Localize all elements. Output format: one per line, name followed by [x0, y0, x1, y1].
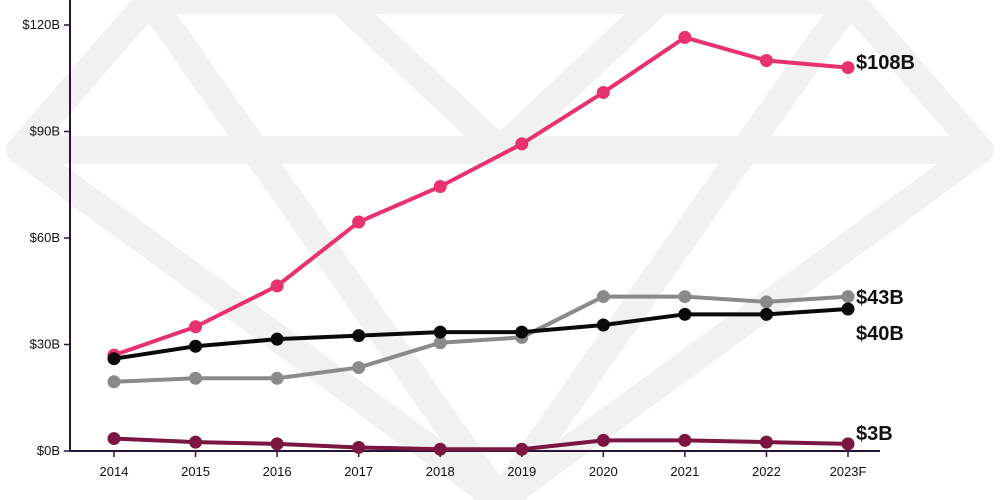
data-point — [515, 137, 529, 151]
x-axis-ticks: 2014 2015 2016 2017 2018 2019 2020 2021 2022 2023… — [100, 451, 867, 479]
series-end-label: $3B — [856, 423, 893, 445]
x-tick-label: 2021 — [670, 464, 699, 479]
x-tick-label: 2017 — [344, 464, 373, 479]
data-point — [841, 61, 855, 75]
data-point — [189, 435, 203, 449]
data-point — [352, 329, 366, 343]
data-point — [596, 318, 610, 332]
data-point — [678, 30, 692, 44]
data-point — [596, 290, 610, 304]
data-point — [515, 442, 529, 456]
series-end-label: $108B — [856, 52, 915, 74]
data-point — [189, 320, 203, 334]
x-tick-label: 2022 — [752, 464, 781, 479]
series-end-label: $43B — [856, 287, 904, 309]
x-tick-label: 2019 — [507, 464, 536, 479]
y-tick-label: $120B — [22, 17, 60, 32]
data-point — [433, 442, 447, 456]
x-tick-label: 2020 — [589, 464, 618, 479]
series-layer — [107, 30, 855, 456]
x-tick-label: 2018 — [426, 464, 455, 479]
series-group-1 — [107, 290, 855, 389]
y-tick-label: $0B — [37, 443, 60, 458]
end-labels: $108B $43B $40B $3B — [856, 52, 915, 445]
data-point — [433, 325, 447, 339]
data-point — [678, 307, 692, 321]
data-point — [433, 180, 447, 194]
data-point — [107, 375, 121, 389]
data-point — [678, 290, 692, 304]
series-line — [112, 35, 850, 358]
y-tick-label: $90B — [30, 124, 60, 139]
x-tick-label: 2015 — [181, 464, 210, 479]
x-tick-label: 2014 — [100, 464, 129, 479]
series-group-0 — [107, 30, 855, 362]
data-point — [515, 325, 529, 339]
data-point — [270, 371, 284, 385]
x-tick-label: 2016 — [263, 464, 292, 479]
y-axis-ticks: $0B $30B $60B $90B $120B — [22, 17, 70, 458]
diamond-watermark — [6, 0, 994, 500]
series-group-2 — [107, 302, 855, 366]
data-point — [596, 433, 610, 447]
data-point — [759, 54, 773, 67]
data-point — [841, 437, 855, 451]
data-point — [596, 85, 610, 99]
data-point — [759, 435, 773, 449]
series-end-label: $40B — [856, 323, 904, 345]
x-tick-label: 2023F — [830, 464, 867, 479]
series-group-3 — [107, 432, 855, 456]
data-point — [433, 336, 447, 350]
data-point — [270, 279, 284, 293]
data-point — [107, 352, 121, 366]
series-line — [112, 307, 850, 361]
series-line — [112, 436, 850, 452]
data-point — [841, 302, 855, 316]
data-point — [841, 290, 855, 304]
data-point — [759, 295, 773, 309]
data-point — [189, 371, 203, 385]
data-point — [270, 437, 284, 451]
y-tick-label: $60B — [30, 230, 60, 245]
data-point — [759, 307, 773, 321]
series-line — [112, 294, 850, 384]
data-point — [270, 332, 284, 346]
y-tick-label: $30B — [30, 337, 60, 352]
data-point — [352, 361, 366, 375]
data-point — [189, 339, 203, 353]
data-point — [107, 432, 121, 446]
data-point — [352, 215, 366, 229]
data-point — [352, 440, 366, 454]
data-point — [678, 433, 692, 447]
